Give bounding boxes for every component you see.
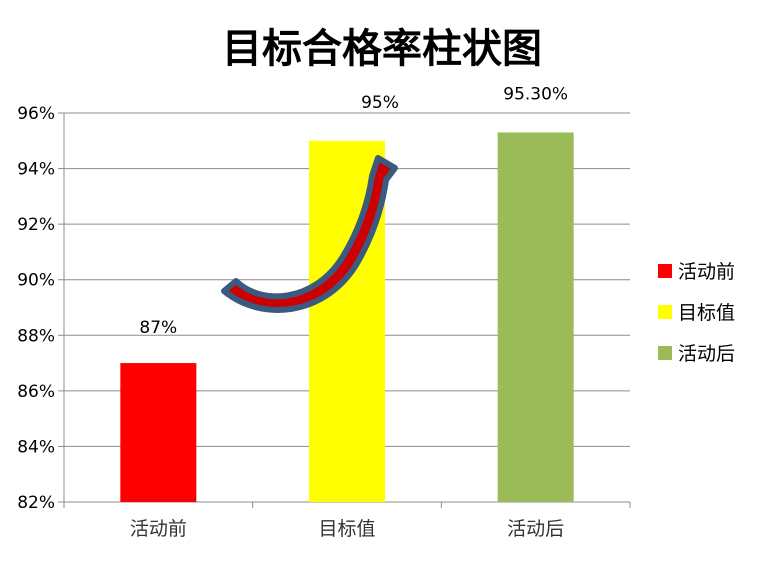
y-tick-label: 86%: [17, 382, 55, 402]
data-label: 87%: [139, 318, 177, 338]
x-category-label: 活动前: [130, 518, 187, 540]
y-tick-label: 94%: [17, 160, 55, 180]
y-tick-label: 84%: [17, 437, 55, 457]
bars: [120, 132, 574, 503]
x-category-label: 目标值: [318, 518, 375, 540]
chart-title: 目标合格率柱状图: [222, 26, 542, 72]
x-axis-categories: 活动前 目标值 活动后: [130, 518, 564, 540]
bar: [120, 363, 197, 502]
legend-label: 活动前: [678, 261, 735, 283]
curved-arrow-icon: [221, 155, 398, 313]
y-tick-label: 88%: [17, 326, 55, 346]
y-tick-label: 92%: [17, 215, 55, 235]
legend-swatch: [658, 264, 672, 278]
data-label: 95%: [361, 93, 399, 113]
legend-label: 目标值: [678, 302, 735, 324]
y-tick-label: 96%: [17, 104, 55, 124]
legend-swatch: [658, 305, 672, 319]
data-label: 95.30%: [503, 84, 568, 104]
data-labels: 87% 95% 95.30%: [139, 84, 568, 338]
legend-swatch: [658, 346, 672, 360]
y-axis-ticks: 82% 84% 86% 88% 90% 92% 94% 96%: [17, 104, 55, 513]
bar: [497, 132, 574, 502]
legend-label: 活动后: [678, 343, 735, 365]
y-tick-label: 90%: [17, 271, 55, 291]
y-tick-label: 82%: [17, 493, 55, 513]
x-category-label: 活动后: [507, 518, 564, 540]
